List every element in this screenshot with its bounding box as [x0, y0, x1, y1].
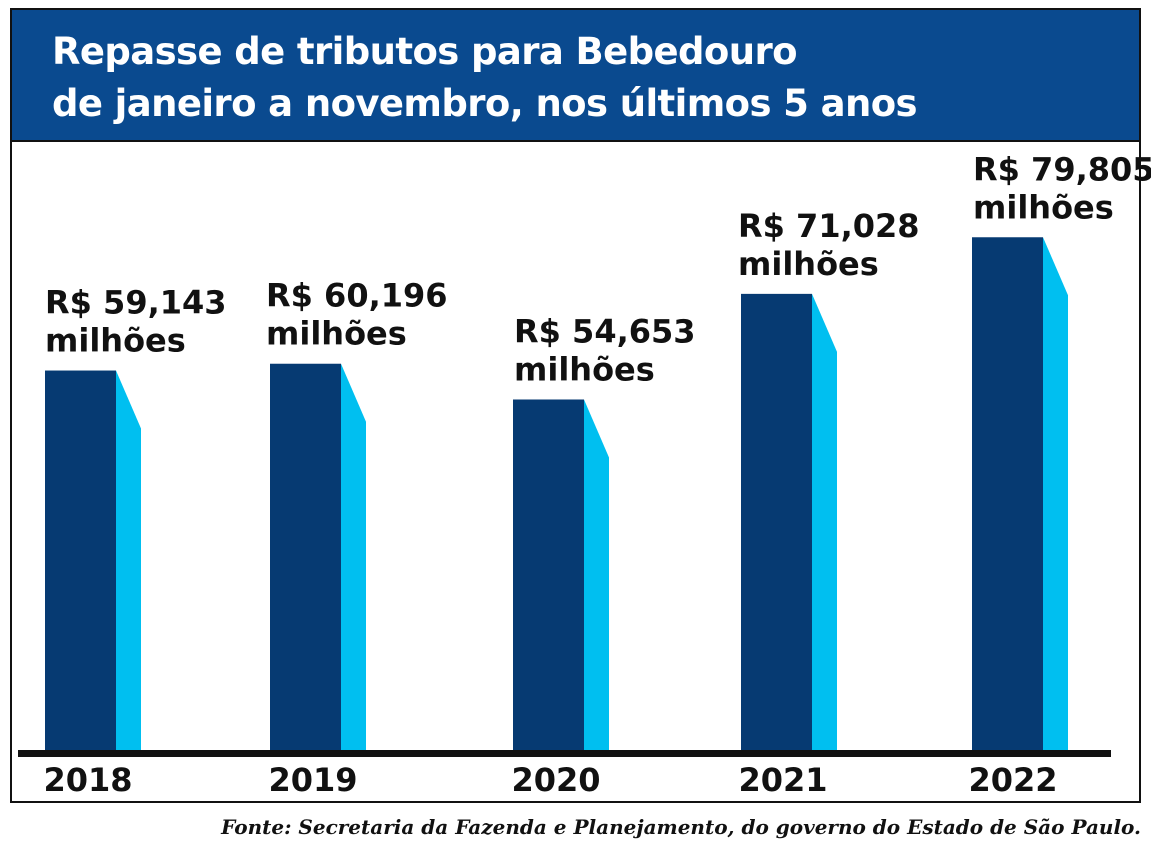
bar-side-2018 — [116, 370, 141, 752]
year-label-2020: 2020 — [511, 761, 600, 799]
value-label-2018-line-1: R$ 59,143 — [45, 284, 227, 322]
chart-title-line-2: de janeiro a novembro, nos últimos 5 ano… — [52, 82, 918, 125]
bar-2019 — [270, 363, 341, 752]
value-label-2018-line-2: milhões — [45, 322, 186, 360]
bar-2018 — [45, 370, 116, 752]
bar-side-2022 — [1043, 237, 1068, 752]
value-label-2021-line-2: milhões — [738, 245, 879, 283]
value-label-2020-line-1: R$ 54,653 — [514, 312, 696, 350]
value-label-2022-line-2: milhões — [973, 188, 1114, 226]
value-label-2021-line-1: R$ 71,028 — [738, 207, 920, 245]
bar-side-2021 — [812, 293, 837, 752]
value-label-2019-line-1: R$ 60,196 — [266, 277, 448, 315]
bar-2021 — [741, 293, 812, 752]
source-note: Fonte: Secretaria da Fazenda e Planejame… — [221, 815, 1141, 839]
chart-title-line-1: Repasse de tributos para Bebedouro — [52, 30, 798, 73]
value-label-2020-line-2: milhões — [514, 350, 655, 388]
year-label-2019: 2019 — [268, 761, 357, 799]
bar-side-2020 — [584, 399, 609, 752]
value-label-2022-line-1: R$ 79,805 — [973, 150, 1151, 188]
year-label-2021: 2021 — [738, 761, 827, 799]
year-label-2018: 2018 — [43, 761, 132, 799]
x-axis-line — [18, 750, 1111, 757]
bar-2020 — [513, 399, 584, 752]
value-label-2019-line-2: milhões — [266, 315, 407, 353]
bar-2022 — [972, 237, 1043, 752]
chart-header: Repasse de tributos para Bebedouro de ja… — [12, 10, 1139, 142]
year-label-2022: 2022 — [968, 761, 1057, 799]
bar-side-2019 — [341, 363, 366, 752]
